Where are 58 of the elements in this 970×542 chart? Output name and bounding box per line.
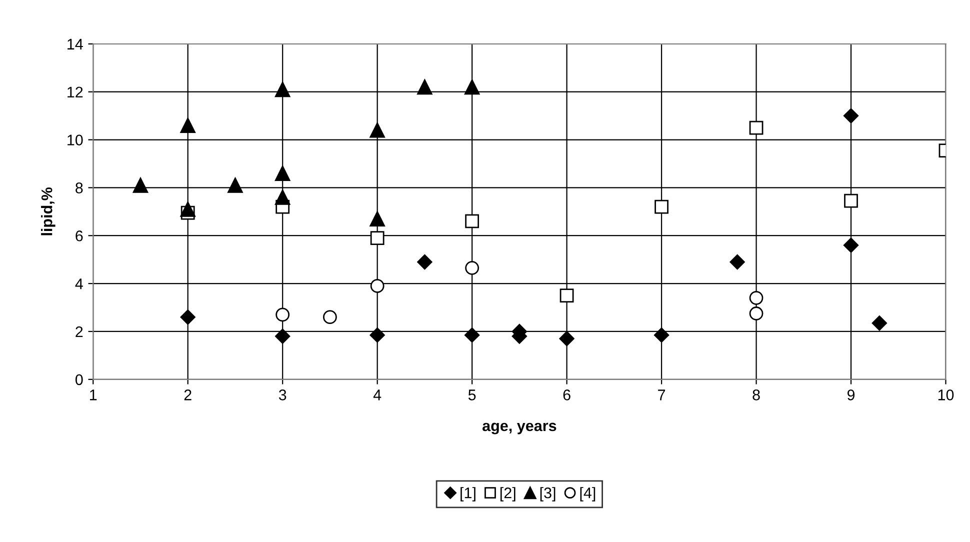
point — [559, 331, 574, 346]
legend-label: [2] — [500, 487, 516, 502]
point — [180, 310, 196, 325]
legend-label: [3] — [540, 487, 556, 502]
point — [417, 254, 432, 270]
point — [560, 288, 574, 302]
point — [274, 82, 290, 98]
point — [654, 200, 668, 214]
point — [844, 194, 858, 208]
legend-label: [1] — [460, 487, 476, 502]
x-tick-label: 4 — [373, 390, 382, 400]
x-tick-label: 3 — [278, 390, 286, 400]
y-tick-label: 6 — [76, 230, 83, 242]
point — [417, 79, 432, 95]
point — [370, 327, 385, 343]
point — [730, 254, 745, 270]
x-axis-title: age, years — [482, 422, 556, 434]
y-tick-label: 0 — [76, 374, 83, 386]
y-tick-label: 10 — [68, 134, 83, 146]
point — [323, 310, 337, 324]
point — [654, 327, 670, 343]
x-tick-label: 1 — [90, 390, 97, 400]
y-tick-label: 4 — [75, 278, 83, 290]
x-tick-label: 9 — [847, 390, 855, 400]
y-tick-label: 2 — [76, 326, 83, 338]
point — [749, 120, 764, 135]
x-tick-label: 10 — [938, 390, 954, 400]
y-tick-label: 8 — [76, 182, 83, 194]
point — [464, 79, 480, 95]
point — [274, 190, 290, 205]
point — [749, 306, 764, 320]
point — [370, 122, 385, 138]
x-tick-label: 6 — [563, 390, 570, 400]
point — [843, 238, 859, 253]
point — [465, 214, 480, 228]
point — [749, 290, 764, 305]
y-tick-label: 14 — [68, 38, 83, 50]
point — [464, 327, 480, 343]
point — [180, 202, 196, 217]
y-tick-label: 12 — [68, 86, 83, 98]
x-tick-label: 8 — [752, 390, 760, 400]
point — [465, 261, 480, 275]
point — [132, 178, 148, 193]
point — [872, 316, 888, 331]
point — [275, 328, 290, 344]
x-tick-label: 7 — [658, 390, 666, 400]
point — [180, 118, 196, 134]
y-axis-title: lipid,% — [41, 187, 56, 236]
point — [274, 166, 290, 181]
point — [370, 231, 384, 245]
point — [370, 278, 384, 293]
point — [276, 308, 290, 322]
point — [843, 108, 859, 124]
point — [370, 211, 385, 226]
x-tick-label: 5 — [468, 390, 476, 400]
x-tick-label: 2 — [184, 390, 192, 400]
legend-label: [4] — [580, 487, 596, 502]
point — [228, 178, 243, 193]
